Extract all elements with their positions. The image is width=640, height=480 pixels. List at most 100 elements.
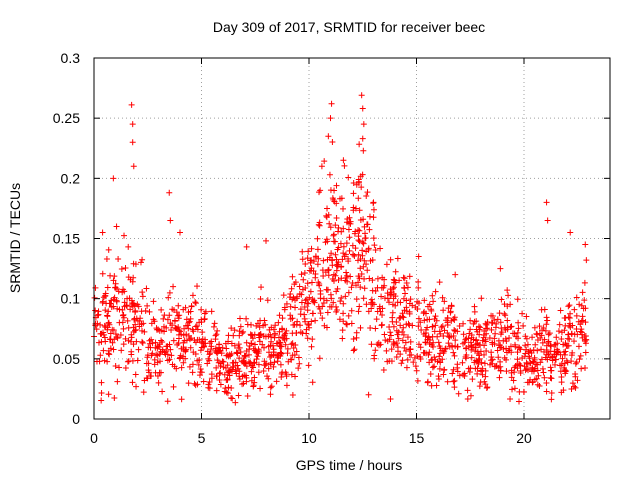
data-point [530, 359, 537, 366]
data-point [182, 347, 189, 354]
data-point [387, 395, 394, 402]
data-point [293, 321, 300, 328]
data-point [360, 121, 367, 128]
data-point [225, 368, 232, 375]
data-point [243, 378, 250, 385]
data-point [535, 372, 542, 379]
data-point [253, 348, 260, 355]
data-point [497, 367, 504, 374]
data-point [504, 326, 511, 333]
data-point [205, 355, 212, 362]
data-point [278, 374, 285, 381]
data-point [288, 341, 295, 348]
data-point [360, 216, 367, 223]
data-point [336, 316, 343, 323]
data-point [379, 305, 386, 312]
data-point [250, 345, 257, 352]
data-point [356, 207, 363, 214]
data-point [231, 327, 238, 334]
data-point [100, 331, 107, 338]
data-point [256, 324, 263, 331]
data-point [314, 235, 321, 242]
data-point [333, 307, 340, 314]
data-point [436, 365, 443, 372]
data-point [112, 284, 119, 291]
data-point [557, 362, 564, 369]
data-point [421, 297, 428, 304]
data-point [280, 335, 287, 342]
data-point [349, 242, 356, 249]
data-point [268, 383, 275, 390]
data-point [566, 302, 573, 309]
data-point [400, 324, 407, 331]
data-point [275, 334, 282, 341]
data-point [368, 296, 375, 303]
data-point [472, 348, 479, 355]
data-point [325, 211, 332, 218]
data-point [196, 336, 203, 343]
data-point [346, 247, 353, 254]
data-point [572, 384, 579, 391]
data-point [166, 356, 173, 363]
x-tick-labels: 0 5 10 15 20 [90, 430, 532, 446]
data-point [340, 310, 347, 317]
data-point [249, 335, 256, 342]
data-point [502, 312, 509, 319]
data-point [118, 347, 125, 354]
data-point [146, 308, 153, 315]
data-point [402, 339, 409, 346]
data-point [515, 319, 522, 326]
data-point [194, 326, 201, 333]
data-point [292, 341, 299, 348]
data-point [109, 326, 116, 333]
data-point [110, 175, 117, 182]
data-point [404, 356, 411, 363]
data-point [143, 285, 150, 292]
data-point [417, 344, 424, 351]
data-point [171, 318, 178, 325]
data-point [497, 319, 504, 326]
data-point [305, 362, 312, 369]
data-point [578, 318, 585, 325]
data-point [104, 284, 111, 291]
data-point [512, 362, 519, 369]
data-point [320, 300, 327, 307]
data-point [557, 307, 564, 314]
data-point [482, 373, 489, 380]
data-point [359, 247, 366, 254]
data-point [536, 323, 543, 330]
data-point [140, 389, 147, 396]
data-point [226, 351, 233, 358]
data-point [511, 385, 518, 392]
data-point [381, 282, 388, 289]
data-point [210, 323, 217, 330]
data-point [323, 324, 330, 331]
data-point [340, 205, 347, 212]
data-point [461, 373, 468, 380]
data-point [298, 299, 305, 306]
data-point [467, 317, 474, 324]
data-point [493, 362, 500, 369]
data-point [392, 268, 399, 275]
data-point [564, 342, 571, 349]
data-point [229, 359, 236, 366]
data-point [390, 291, 397, 298]
data-point [279, 315, 286, 322]
data-point [301, 311, 308, 318]
data-point [243, 363, 250, 370]
data-point [351, 230, 358, 237]
data-point [578, 365, 585, 372]
data-point [415, 278, 422, 285]
data-point [330, 271, 337, 278]
data-point [270, 363, 277, 370]
data-point [273, 378, 280, 385]
data-point [496, 310, 503, 317]
data-point [101, 357, 108, 364]
data-point [165, 294, 172, 301]
data-point [545, 339, 552, 346]
data-point [415, 253, 422, 260]
data-point [488, 349, 495, 356]
data-point [213, 387, 220, 394]
data-point [394, 255, 401, 262]
data-point [251, 374, 258, 381]
